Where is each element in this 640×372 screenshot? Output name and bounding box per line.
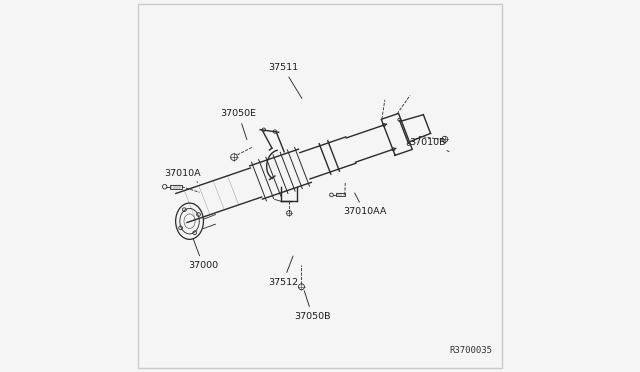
Text: 37010AA: 37010AA: [343, 193, 386, 217]
Text: 37511: 37511: [268, 63, 302, 98]
Text: 37050E: 37050E: [220, 109, 257, 140]
Text: 37512: 37512: [268, 256, 298, 287]
Text: 37000: 37000: [188, 238, 218, 270]
Text: 37010B: 37010B: [409, 138, 449, 151]
Text: 37050B: 37050B: [294, 291, 331, 321]
Text: 37010A: 37010A: [164, 169, 201, 182]
Text: R3700035: R3700035: [449, 346, 492, 355]
